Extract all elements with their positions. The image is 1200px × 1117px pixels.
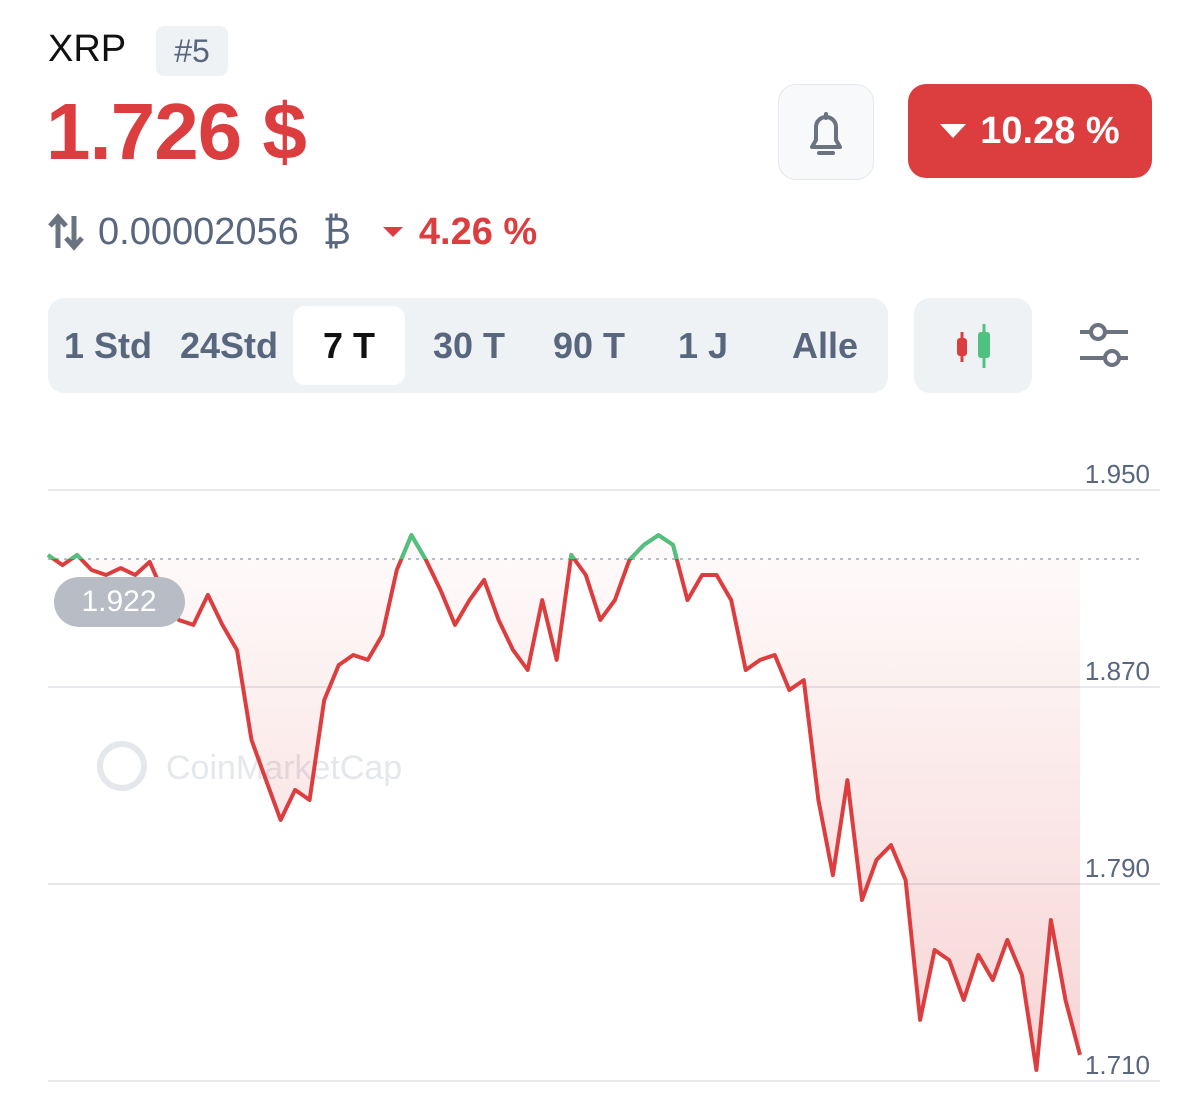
coin-rank: #5 [156, 26, 228, 76]
y-tick-label: 1.950 [1085, 459, 1150, 489]
range-tab[interactable]: 90 T [552, 325, 626, 366]
btc-row: 0.00002056 ₿ 4.26 % [48, 208, 537, 256]
price: 1.726 $ [46, 87, 307, 176]
y-tick-label: 1.790 [1085, 853, 1150, 883]
y-tick-label: 1.870 [1085, 656, 1150, 686]
range-tab[interactable]: 30 T [432, 325, 506, 366]
baseline-label: 1.922 [81, 585, 156, 618]
range-tab[interactable]: 1 Std [63, 325, 152, 366]
watermark-logo [97, 741, 147, 791]
baseline-pill [54, 576, 185, 627]
candle-icon [957, 324, 990, 368]
candle-toggle[interactable] [914, 298, 1032, 393]
sliders-icon [1080, 323, 1128, 367]
range-tab[interactable]: 7 T [293, 306, 405, 385]
alert-button[interactable] [778, 84, 874, 180]
swap-icon [48, 213, 84, 251]
range-tab[interactable]: Alle [791, 325, 859, 366]
settings-button[interactable] [1072, 318, 1136, 379]
change-value: 10.28 % [980, 109, 1120, 152]
bell-icon [810, 112, 842, 155]
area-fill [48, 535, 1080, 1070]
coin-name: XRP [48, 28, 127, 70]
range-tab[interactable]: 1 J [677, 325, 729, 366]
btc-symbol: ₿ [322, 210, 351, 253]
change-badge: 10.28 % [908, 84, 1152, 178]
down-arrow [382, 227, 403, 237]
btc-price: 0.00002056 [98, 210, 299, 253]
down-arrow [940, 124, 967, 138]
range-tab[interactable]: 24Std [179, 325, 279, 366]
range-tabs: 1 Std 24Std 7 T 30 T 90 T 1 J Alle [48, 298, 888, 393]
btc-change: 4.26 % [418, 210, 538, 253]
price-line [46, 533, 1082, 1072]
y-tick-label: 1.710 [1085, 1050, 1150, 1080]
